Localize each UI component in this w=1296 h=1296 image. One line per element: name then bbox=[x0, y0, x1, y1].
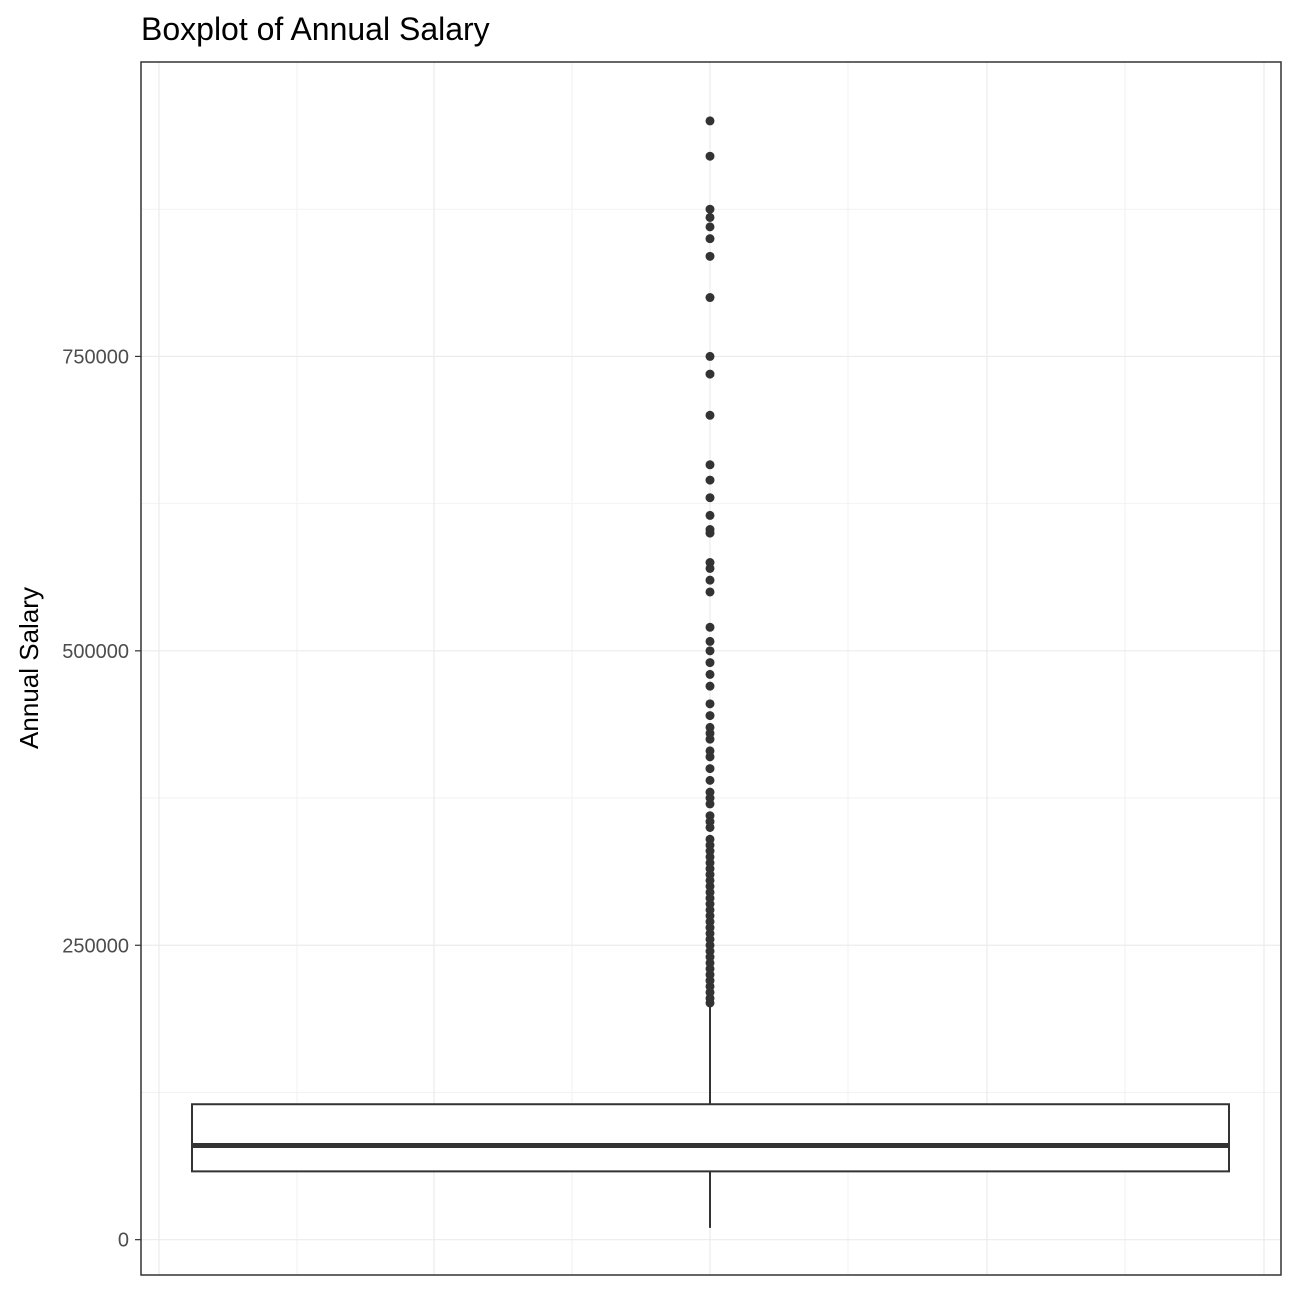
outlier-point bbox=[705, 293, 715, 303]
y-axis-label: Annual Salary bbox=[14, 587, 44, 749]
outlier-point bbox=[705, 410, 715, 420]
outlier-points bbox=[705, 116, 715, 1008]
y-tick-label: 750000 bbox=[62, 346, 129, 368]
chart-title: Boxplot of Annual Salary bbox=[141, 11, 490, 47]
outlier-point bbox=[705, 799, 715, 809]
outlier-point bbox=[705, 151, 715, 161]
outlier-point bbox=[705, 204, 715, 214]
outlier-point bbox=[705, 658, 715, 668]
outlier-point bbox=[705, 669, 715, 679]
outlier-point bbox=[705, 116, 715, 126]
outlier-point bbox=[705, 587, 715, 597]
y-tick-label: 0 bbox=[118, 1230, 129, 1252]
outlier-point bbox=[705, 711, 715, 721]
outlier-point bbox=[705, 681, 715, 691]
y-tick-label: 250000 bbox=[62, 935, 129, 957]
outlier-point bbox=[705, 636, 715, 646]
outlier-point bbox=[705, 212, 715, 222]
y-axis-ticks: 0 250000 500000 750000 bbox=[62, 346, 141, 1252]
outlier-point bbox=[705, 752, 715, 762]
outlier-point bbox=[705, 775, 715, 785]
outlier-point bbox=[705, 369, 715, 379]
outlier-point bbox=[705, 460, 715, 470]
outlier-point bbox=[705, 510, 715, 520]
outlier-point bbox=[705, 764, 715, 774]
outlier-point bbox=[705, 734, 715, 744]
outlier-point bbox=[705, 475, 715, 485]
boxplot bbox=[191, 1004, 1230, 1228]
outlier-point bbox=[705, 251, 715, 261]
outlier-point bbox=[705, 699, 715, 709]
outlier-point bbox=[705, 646, 715, 656]
y-tick-label: 500000 bbox=[62, 641, 129, 663]
outlier-point bbox=[705, 222, 715, 232]
outlier-point bbox=[705, 575, 715, 585]
outlier-point bbox=[705, 998, 715, 1008]
iqr-box bbox=[191, 1103, 1230, 1173]
outlier-point bbox=[705, 528, 715, 538]
outlier-point bbox=[705, 622, 715, 632]
outlier-point bbox=[705, 493, 715, 503]
outlier-point bbox=[705, 563, 715, 573]
outlier-point bbox=[705, 351, 715, 361]
panel-border bbox=[140, 61, 1282, 1276]
outlier-point bbox=[705, 822, 715, 832]
outlier-point bbox=[705, 234, 715, 244]
